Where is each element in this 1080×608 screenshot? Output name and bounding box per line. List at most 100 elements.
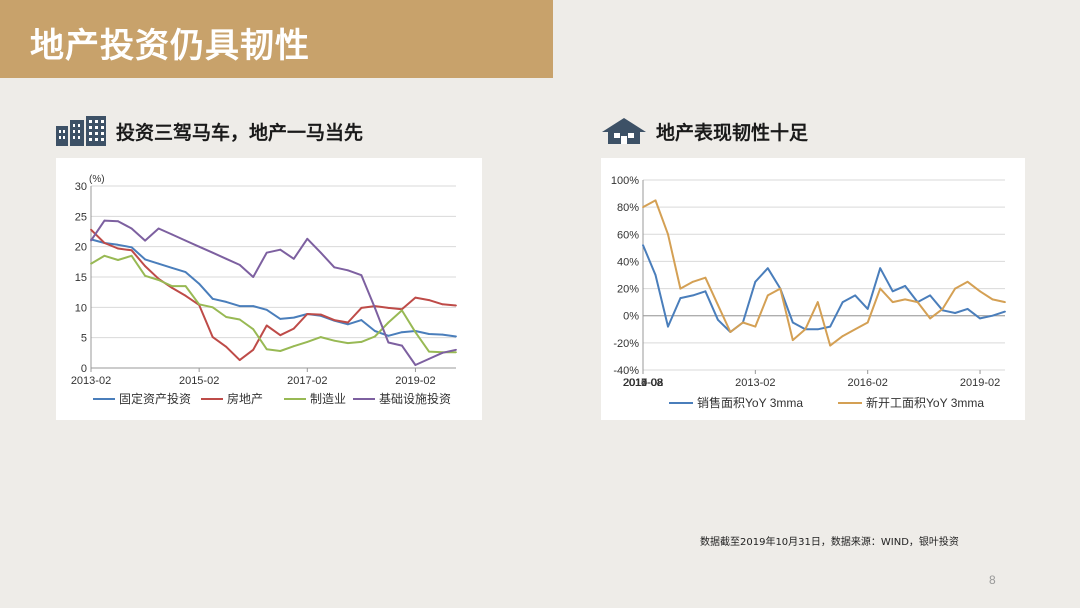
- data-point: [841, 301, 844, 304]
- legend-label: 制造业: [310, 392, 346, 406]
- data-point: [238, 263, 241, 266]
- data-point: [414, 296, 417, 299]
- x-tick-label: 2019-02: [960, 377, 1000, 389]
- data-point: [373, 307, 376, 309]
- data-point: [103, 219, 106, 222]
- data-point: [103, 254, 106, 257]
- data-point: [130, 246, 133, 249]
- x-tick-label: 2015-02: [179, 375, 219, 387]
- data-point: [704, 290, 707, 293]
- data-point: [387, 334, 390, 337]
- data-point: [333, 266, 336, 269]
- x-tick-label: 2016-02: [848, 377, 888, 389]
- data-point: [252, 348, 255, 351]
- x-tick-label: 2011-08: [623, 377, 663, 389]
- data-point: [904, 298, 907, 301]
- data-point: [292, 345, 295, 348]
- data-point: [642, 206, 644, 209]
- data-point: [252, 305, 255, 308]
- right-heading-text: 地产表现韧性十足: [656, 121, 809, 144]
- data-point: [991, 314, 994, 317]
- data-point: [225, 345, 228, 348]
- data-point: [791, 339, 794, 342]
- data-point: [766, 267, 769, 270]
- data-point: [319, 251, 322, 254]
- y-tick-label: 0%: [623, 311, 639, 323]
- data-point: [117, 259, 119, 261]
- data-point: [225, 300, 228, 303]
- data-point: [929, 317, 932, 320]
- data-point: [265, 324, 268, 327]
- data-point: [941, 308, 944, 310]
- data-point: [211, 297, 214, 300]
- x-tick-label: 2013-02: [735, 377, 775, 389]
- data-point: [157, 227, 160, 230]
- y-tick-label: 30: [75, 181, 87, 193]
- data-point: [90, 262, 92, 265]
- series-line: [642, 244, 1006, 333]
- data-point: [387, 307, 390, 309]
- data-point: [401, 309, 403, 312]
- data-point: [265, 251, 268, 254]
- data-point: [966, 308, 969, 310]
- data-point: [916, 301, 919, 304]
- y-tick-label: 80%: [617, 202, 639, 214]
- data-point: [428, 299, 430, 301]
- y-tick-label: 40%: [617, 256, 639, 268]
- data-point: [171, 233, 174, 236]
- data-point: [90, 228, 92, 231]
- data-point: [292, 316, 295, 319]
- data-point: [829, 325, 832, 328]
- y-tick-label: 0: [81, 363, 87, 375]
- data-point: [679, 297, 682, 299]
- data-point: [966, 280, 969, 283]
- data-point: [654, 274, 657, 276]
- data-point: [991, 298, 994, 301]
- legend-label: 销售面积YoY 3mma: [697, 395, 803, 410]
- series-line: [90, 219, 457, 366]
- data-point: [279, 350, 282, 352]
- data-point: [117, 220, 119, 223]
- data-point: [866, 321, 869, 324]
- data-point: [279, 248, 282, 251]
- data-point: [319, 313, 322, 316]
- x-tick-label: 2017-08: [623, 377, 663, 389]
- data-point: [692, 280, 694, 283]
- data-point: [279, 317, 282, 320]
- y-tick-label: -40%: [613, 365, 639, 377]
- data-point: [198, 303, 201, 306]
- left-chart-panel: 0 5 10 15 20 25 30 2013-02 2015-02 2017-02 2019-02…: [56, 158, 482, 420]
- data-point: [292, 257, 295, 260]
- data-point: [90, 239, 92, 242]
- data-point: [455, 348, 457, 351]
- series-line: [90, 228, 457, 362]
- data-point: [414, 331, 417, 334]
- data-point: [704, 276, 707, 279]
- real-estate-chart: -40% -20% 0% 20% 40% 60% 80% 100% 2010-022011-08…: [611, 175, 1006, 410]
- data-source-note: 数据截至2019年10月31日，数据来源：WIND，银叶投资: [700, 537, 959, 548]
- data-point: [346, 342, 349, 345]
- data-point: [144, 274, 146, 277]
- data-point: [667, 325, 669, 328]
- data-point: [455, 335, 457, 338]
- data-point: [804, 328, 807, 331]
- data-point: [279, 334, 282, 337]
- data-point: [854, 328, 857, 331]
- data-point: [891, 301, 894, 304]
- data-point: [171, 285, 174, 287]
- data-point: [360, 319, 363, 321]
- data-point: [929, 294, 932, 297]
- data-point: [346, 321, 349, 324]
- data-point: [729, 331, 732, 333]
- data-point: [360, 307, 363, 309]
- data-point: [441, 303, 444, 306]
- x-tick-label: 2019-02: [395, 375, 435, 387]
- data-point: [346, 269, 349, 272]
- y-tick-label: 10: [75, 302, 87, 314]
- data-point: [455, 304, 457, 307]
- data-point: [306, 341, 309, 343]
- data-point: [829, 344, 832, 347]
- data-point: [333, 339, 336, 342]
- data-point: [716, 318, 719, 321]
- data-point: [428, 333, 430, 335]
